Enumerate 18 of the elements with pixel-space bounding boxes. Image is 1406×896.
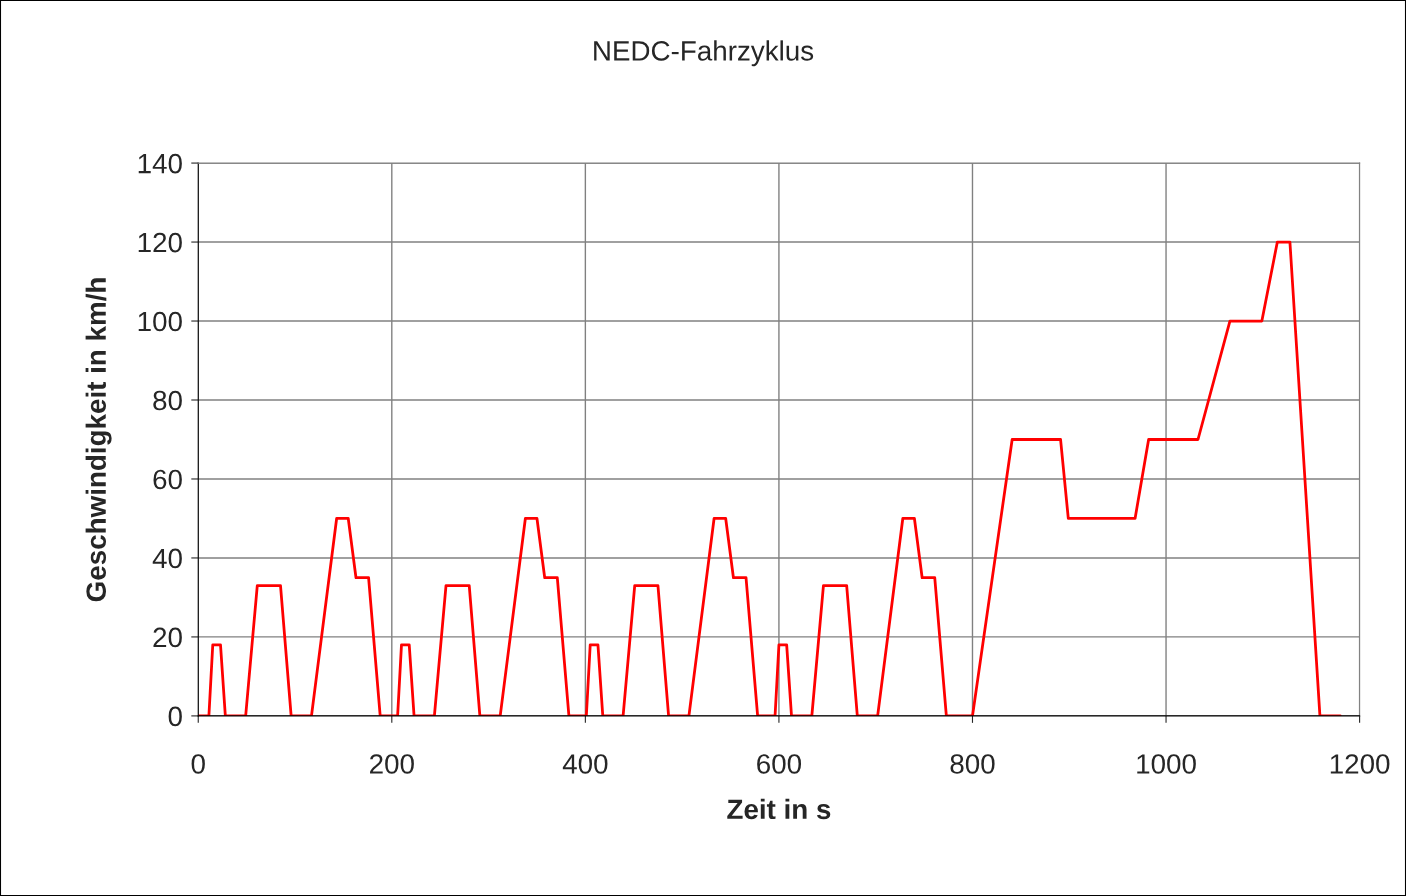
x-tick-label: 1000 [1137,754,1196,774]
y-tick-label: 100 [138,311,182,332]
x-tick-label: 200 [370,754,414,774]
y-tick-label: 60 [153,469,182,490]
y-tick-label: 120 [138,232,182,253]
y-tick-label: 80 [153,390,182,411]
x-tick-label: 600 [757,754,802,774]
x-tick-label: 800 [950,754,995,774]
y-tick-label: 40 [152,548,182,569]
y-tick-label: 140 [138,153,182,174]
x-axis-title: Zeit in s [727,798,831,820]
y-axis-title: Geschwindigkeit in km/h [85,278,112,602]
x-tick-label: 400 [562,754,608,774]
x-tick-label: 0 [191,754,205,774]
y-tick-label: 20 [153,627,182,648]
chart-title: NEDC-Fahrzyklus [594,40,814,67]
y-tick-label: 0 [168,706,182,727]
x-tick-label: 1200 [1330,754,1390,774]
